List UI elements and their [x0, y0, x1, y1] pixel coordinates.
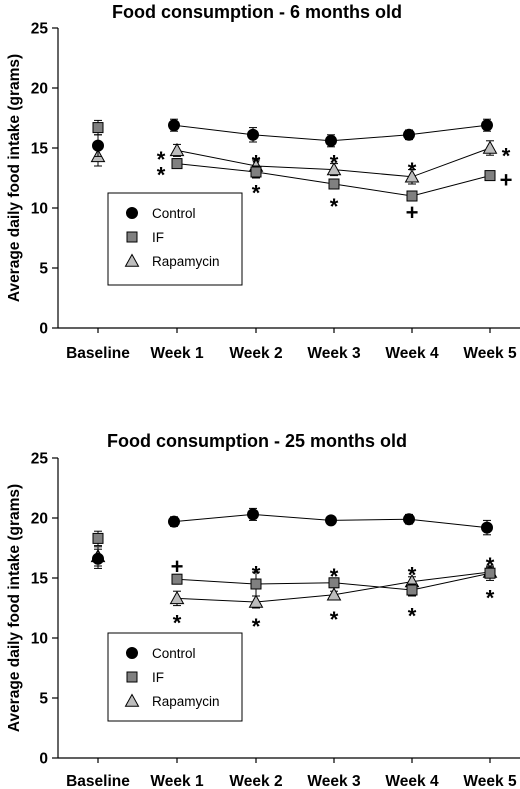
significance-star: * — [408, 158, 417, 183]
data-point-if — [250, 578, 262, 590]
x-tick-label: Baseline — [66, 773, 130, 789]
data-point-if — [92, 532, 104, 544]
significance-star: * — [330, 151, 339, 176]
significance-star: * — [408, 603, 417, 628]
data-point-if — [406, 584, 418, 596]
legend-label: Rapamycin — [152, 254, 220, 269]
data-point-if — [171, 573, 183, 585]
significance-star: * — [252, 614, 261, 639]
legend-label: Rapamycin — [152, 694, 220, 709]
data-point-control — [481, 521, 493, 534]
significance-star: * — [330, 607, 339, 632]
data-point-if — [328, 178, 340, 190]
data-point-if — [406, 190, 418, 202]
x-tick-label: Week 4 — [385, 773, 439, 789]
x-tick-label: Week 3 — [307, 345, 361, 362]
x-tick-label: Week 4 — [385, 345, 439, 362]
significance-star: * — [157, 163, 166, 188]
significance-star: * — [157, 147, 166, 172]
y-tick-label: 10 — [31, 201, 48, 218]
data-point-if — [171, 158, 183, 170]
y-tick-label: 0 — [39, 751, 48, 768]
data-point-rapamycin — [169, 590, 185, 605]
data-point-if — [92, 122, 104, 134]
significance-plus: + — [500, 167, 513, 192]
data-point-control — [325, 514, 337, 527]
legend-marker-if — [126, 231, 138, 243]
significance-star: * — [486, 585, 495, 610]
data-point-control — [325, 134, 337, 147]
significance-star: * — [173, 611, 182, 636]
x-tick-label: Week 1 — [150, 345, 204, 362]
legend: Control IF Rapamycin — [107, 192, 243, 286]
y-tick-label: 0 — [39, 321, 48, 338]
y-tick-label: 20 — [31, 81, 48, 98]
data-point-if — [328, 577, 340, 589]
data-point-rapamycin — [326, 587, 342, 601]
y-tick-label: 25 — [31, 451, 49, 468]
y-tick-label: 25 — [31, 21, 49, 38]
chart-panel-1: Food consumption - 6 months old Average d… — [6, 2, 520, 362]
x-tick-label: Week 2 — [229, 345, 282, 362]
data-point-control — [247, 128, 259, 141]
legend-label: IF — [152, 230, 164, 245]
significance-star: * — [252, 151, 261, 176]
x-tick-label: Week 1 — [150, 773, 204, 789]
data-point-control — [168, 119, 180, 132]
chart-title: Food consumption - 6 months old — [112, 2, 402, 22]
x-tick-label: Week 5 — [463, 345, 517, 362]
y-axis-label: Average daily food intake (grams) — [6, 484, 23, 732]
y-tick-label: 15 — [31, 571, 49, 588]
legend-marker-if — [126, 671, 138, 683]
data-point-rapamycin — [404, 169, 420, 183]
y-tick-label: 10 — [31, 631, 48, 648]
x-tick-label: Week 2 — [229, 773, 282, 789]
legend-label: Control — [152, 646, 196, 661]
data-point-rapamycin — [169, 142, 185, 157]
legend-marker-control — [126, 207, 138, 219]
y-axis-label: Average daily food intake (grams) — [6, 54, 23, 302]
significance-star: * — [502, 143, 511, 168]
data-point-if — [484, 170, 496, 182]
data-point-control — [92, 552, 104, 565]
legend-label: Control — [152, 206, 196, 221]
legend-marker-rapamycin — [124, 253, 140, 267]
data-point-control — [168, 515, 180, 528]
legend: Control IF Rapamycin — [107, 632, 243, 722]
data-point-control — [481, 119, 493, 132]
y-tick-label: 5 — [39, 691, 48, 708]
chart-panel-2: Food consumption - 25 months old Average … — [6, 431, 520, 789]
significance-star: * — [252, 561, 261, 586]
data-point-if — [484, 567, 496, 579]
y-tick-label: 15 — [31, 141, 49, 158]
significance-star: * — [408, 563, 417, 588]
chart-title: Food consumption - 25 months old — [107, 431, 407, 451]
x-tick-label: Week 5 — [463, 773, 517, 789]
data-point-control — [403, 513, 415, 526]
significance-plus: + — [171, 554, 184, 579]
y-tick-label: 20 — [31, 511, 48, 528]
data-point-rapamycin — [326, 162, 342, 176]
significance-star: * — [486, 553, 495, 578]
data-point-rapamycin — [482, 140, 498, 154]
legend-label: IF — [152, 670, 164, 685]
data-point-rapamycin — [248, 594, 264, 608]
x-tick-label: Week 3 — [307, 773, 361, 789]
data-point-if — [250, 166, 262, 178]
legend-marker-rapamycin — [124, 693, 140, 707]
significance-star: * — [330, 564, 339, 589]
data-point-control — [403, 128, 415, 141]
y-tick-label: 5 — [39, 261, 48, 278]
data-point-control — [247, 508, 259, 521]
significance-star: * — [330, 194, 339, 219]
significance-plus: + — [406, 200, 419, 225]
data-point-control — [92, 139, 104, 152]
x-tick-label: Baseline — [66, 345, 130, 362]
legend-marker-control — [126, 647, 138, 659]
significance-star: * — [252, 181, 261, 206]
